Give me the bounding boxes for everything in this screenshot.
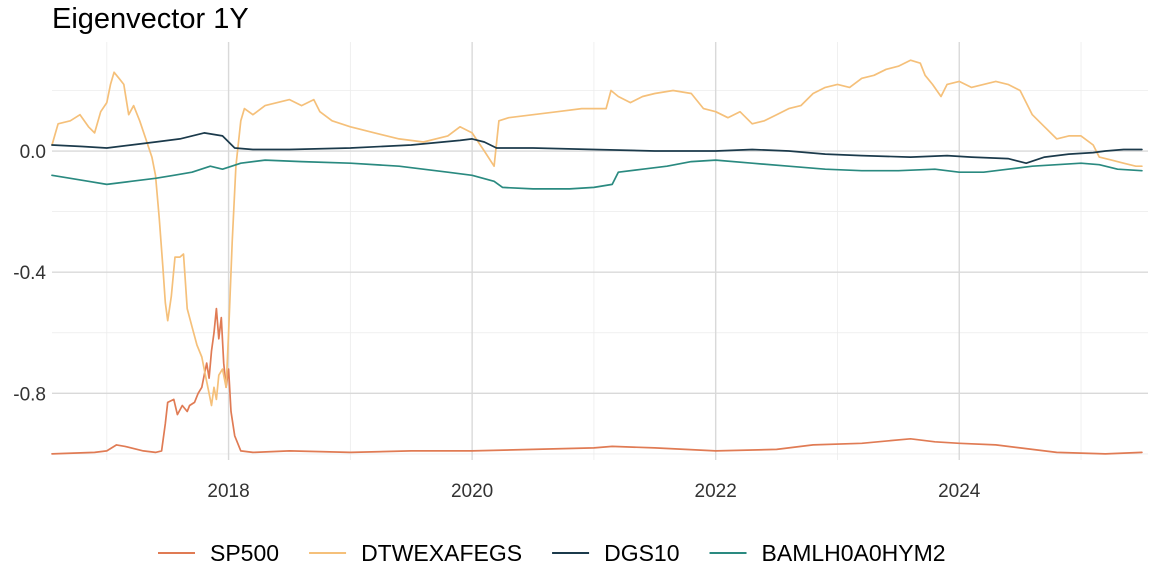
legend-label: SP500 [210, 540, 279, 566]
minor-gridlines [52, 42, 1148, 460]
series-lines [51, 59, 1143, 455]
series-line-dtwexafegs [51, 59, 1143, 407]
legend-item-sp500: SP500 [158, 540, 279, 566]
legend-label: BAMLH0A0HYM2 [762, 540, 946, 566]
legend: SP500 DTWEXAFEGS DGS10 BAMLH0A0HYM2 [158, 540, 946, 566]
x-tick-label: 2020 [451, 481, 493, 502]
x-axis-tick-labels: 2018 2020 2022 2024 [207, 481, 980, 502]
legend-label: DTWEXAFEGS [361, 540, 522, 566]
y-tick-label: 0.0 [20, 142, 46, 163]
y-tick-label: -0.8 [13, 384, 46, 405]
x-tick-label: 2024 [938, 481, 981, 502]
series-line-sp500 [51, 307, 1143, 455]
chart-title: Eigenvector 1Y [52, 3, 249, 35]
y-tick-label: -0.4 [13, 263, 46, 284]
x-tick-label: 2018 [207, 481, 249, 502]
legend-item-dgs10: DGS10 [552, 540, 680, 566]
x-tick-label: 2022 [695, 481, 737, 502]
legend-item-dtwexafegs: DTWEXAFEGS [309, 540, 522, 566]
y-axis-tick-labels: 0.0 -0.4 -0.8 [13, 142, 46, 405]
series-line-dgs10 [51, 132, 1143, 165]
series-line-bamlh0a0hym2 [51, 159, 1143, 190]
legend-label: DGS10 [604, 540, 679, 566]
legend-item-bamlh0a0hym2: BAMLH0A0HYM2 [709, 540, 946, 566]
